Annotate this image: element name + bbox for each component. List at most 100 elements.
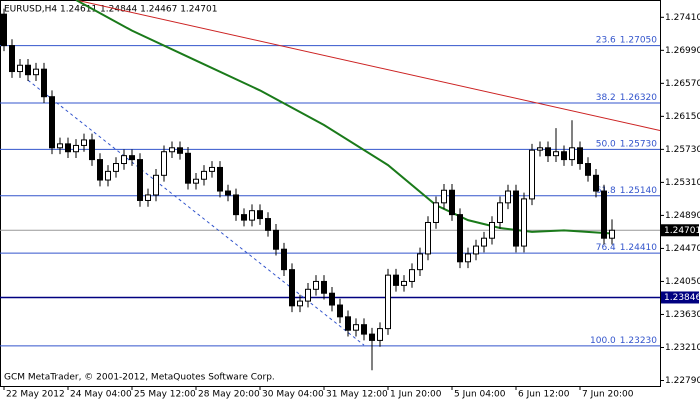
candle-body: [561, 151, 567, 161]
x-tick-label: 5 Jun 04:00: [454, 390, 506, 400]
fib-label: 38.2 1.26320: [596, 92, 658, 102]
footer: GCM MetaTrader, © 2001-2012, MetaQuotes …: [4, 373, 275, 383]
candle-body: [201, 170, 207, 180]
candle-body: [257, 210, 263, 220]
candle-body: [9, 45, 15, 73]
plot-frame: [0, 0, 661, 387]
y-tick-label: 1.24890: [665, 211, 700, 221]
candle-body: [345, 316, 351, 331]
candle-body: [73, 144, 79, 153]
x-tick-label: 22 May 2012: [6, 390, 65, 400]
candle-body: [161, 151, 167, 176]
candle-body: [537, 147, 543, 151]
candle-body: [569, 147, 575, 161]
candle-body: [361, 324, 367, 335]
candle-body: [449, 189, 455, 216]
candle-body: [385, 274, 391, 330]
candle-body: [105, 170, 111, 181]
candle-body: [25, 64, 31, 76]
candle-body: [137, 159, 143, 201]
fib-price: 1.24410: [620, 243, 657, 253]
candle-body: [177, 147, 183, 154]
candle-body: [521, 198, 527, 247]
candle-body: [113, 163, 119, 172]
candle-body: [305, 288, 311, 302]
candle-body: [401, 280, 407, 286]
candle-body: [601, 190, 607, 239]
candle-body: [425, 221, 431, 255]
y-tick-label: 1.26570: [665, 79, 700, 89]
fib-label: 23.6 1.27050: [596, 35, 658, 45]
candle-body: [297, 300, 303, 307]
fib-label: 50.0 1.25730: [596, 139, 658, 149]
fib-ratio: 61.8: [596, 185, 616, 195]
candle-body: [489, 221, 495, 239]
y-tick-label: 1.24050: [665, 277, 700, 287]
price-box-label: 1.24701: [664, 226, 700, 236]
fib-ratio: 23.6: [596, 35, 616, 45]
candle-body: [513, 190, 519, 247]
candle-body: [473, 245, 479, 255]
fib-price: 1.27050: [620, 35, 657, 45]
candle-body: [249, 210, 255, 221]
x-tick-label: 25 May 12:00: [134, 390, 196, 400]
x-tick-label: 31 May 12:00: [326, 390, 388, 400]
candle-body: [393, 274, 399, 286]
candle-body: [289, 269, 295, 307]
trendline: [75, 0, 660, 131]
candle-body: [233, 194, 239, 216]
candle-body: [593, 174, 599, 192]
y-tick-label: 1.23210: [665, 343, 700, 353]
candle-body: [369, 333, 375, 341]
candle-body: [313, 280, 319, 290]
candle-body: [217, 166, 223, 192]
candle-body: [185, 152, 191, 184]
candle-body: [265, 218, 271, 231]
candle-body: [505, 190, 511, 204]
x-tick-label: 30 May 04:00: [262, 390, 324, 400]
candle-body: [465, 253, 471, 263]
x-tick-label: 28 May 20:00: [198, 390, 260, 400]
candle-body: [321, 280, 327, 294]
x-tick-label: 7 Jun 20:00: [582, 390, 634, 400]
y-tick-label: 1.24470: [665, 244, 700, 254]
candle-body: [97, 159, 103, 181]
candle-body: [457, 214, 463, 263]
y-tick-label: 1.25730: [665, 145, 700, 155]
fib-label: 76.4 1.24410: [596, 243, 658, 253]
x-tick-label: 6 Jun 12:00: [518, 390, 570, 400]
candle-body: [441, 189, 447, 204]
candle-body: [65, 143, 71, 153]
price-box: [661, 224, 699, 237]
fib-price: 1.25140: [620, 185, 657, 195]
candle-body: [225, 190, 231, 196]
y-tick-label: 1.27410: [665, 13, 700, 23]
candle-body: [153, 174, 159, 196]
price-box: [661, 291, 699, 304]
moving-average: [75, 0, 613, 235]
fib-ratio: 76.4: [596, 243, 616, 253]
y-tick-label: 1.26990: [665, 46, 700, 56]
candle-body: [273, 229, 279, 250]
candle-body: [545, 147, 551, 157]
candle-body: [193, 178, 199, 184]
candle-body: [481, 237, 487, 247]
candle-body: [433, 202, 439, 223]
candle-body: [145, 194, 151, 201]
candle-body: [409, 269, 415, 282]
candle-body: [41, 68, 47, 98]
fib-ratio: 50.0: [596, 139, 616, 149]
candle-body: [209, 166, 215, 172]
fib-label: 100.0 1.23230: [590, 335, 657, 345]
candle-body: [553, 151, 559, 157]
candle-body: [281, 248, 287, 271]
y-tick-label: 1.25310: [665, 178, 700, 188]
fib-ratio: 100.0: [590, 335, 616, 345]
candle-body: [17, 64, 23, 73]
candle-body: [1, 13, 7, 47]
header: EURUSD,H4 1.24611 1.24844 1.24467 1.2470…: [4, 5, 217, 15]
candle-body: [57, 143, 63, 149]
candle-body: [241, 214, 247, 221]
candle-body: [353, 324, 359, 331]
